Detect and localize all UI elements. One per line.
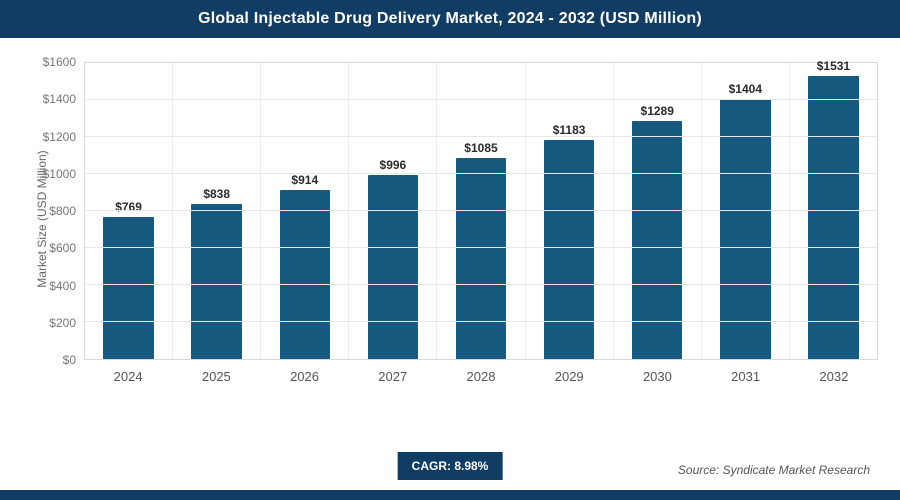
- bar: [720, 99, 771, 359]
- bar: [279, 189, 331, 359]
- bar-column: $1085: [437, 63, 526, 359]
- bottom-accent-strip: [0, 490, 900, 500]
- x-tick-label: 2029: [554, 369, 584, 384]
- bar-column: $838: [173, 63, 262, 359]
- bar-value-label: $838: [203, 186, 231, 201]
- bar: [543, 140, 595, 359]
- bar: [191, 203, 242, 359]
- bar-column: $769: [85, 63, 174, 359]
- bar-column: $1404: [702, 63, 790, 359]
- bar-value-label: $769: [115, 199, 142, 214]
- x-tick-label: 2032: [819, 369, 849, 384]
- y-axis-title: Market Size (USD Million): [10, 62, 49, 384]
- bar: [808, 75, 859, 359]
- y-tick-label: $800: [49, 204, 76, 218]
- bar: [631, 120, 683, 359]
- x-tick-label: 2026: [290, 369, 319, 384]
- cagr-badge: CAGR: 8.98%: [397, 452, 503, 480]
- y-tick-label: $1000: [42, 166, 76, 181]
- gridline: [85, 99, 877, 100]
- gridline: [85, 210, 877, 211]
- x-tick-label: 2027: [378, 369, 408, 384]
- x-tick-label: 2031: [731, 369, 761, 384]
- y-tick-label: $600: [49, 241, 76, 256]
- gridline: [85, 247, 877, 248]
- x-tick-label: 2028: [466, 369, 496, 384]
- chart-title: Global Injectable Drug Delivery Market, …: [198, 10, 702, 27]
- bar-value-label: $1531: [816, 58, 851, 73]
- bar-column: $1289: [614, 63, 702, 359]
- bar-column: $1183: [526, 63, 614, 359]
- bar-column: $914: [261, 63, 350, 359]
- x-tick-label: 2025: [201, 369, 231, 384]
- bar: [367, 174, 419, 359]
- bar-value-label: $1404: [728, 82, 762, 97]
- bar-value-label: $1085: [464, 141, 498, 156]
- bar-value-label: $1183: [552, 123, 586, 138]
- y-tick-label: $1600: [42, 55, 76, 69]
- gridline: [85, 173, 877, 174]
- x-tick-label: 2030: [642, 369, 672, 384]
- bar: [103, 216, 154, 359]
- bars-row: $769 $838 $914 $996 $1085 $1183 $1289 $1404 $153…: [85, 59, 877, 359]
- gridline: [85, 321, 877, 322]
- y-axis-labels: $0 $200 $400 $600 $800 $1000 $1200 $1400 $1600: [36, 55, 84, 367]
- chart-header: Global Injectable Drug Delivery Market, …: [0, 0, 900, 38]
- bar-chart: Market Size (USD Million) $0 $200 $400 $600…: [10, 55, 878, 384]
- plot-column: $769 $838 $914 $996 $1085 $1183 $1289 $1404 $153…: [84, 59, 878, 384]
- bar-value-label: $996: [379, 157, 407, 172]
- x-axis-labels: 2024 2025 2026 2027 2028 2029 2030 2031 2032: [84, 369, 878, 384]
- bar-column: $996: [349, 63, 438, 359]
- y-tick-label: $1400: [42, 92, 76, 107]
- bar-value-label: $1289: [640, 103, 674, 118]
- y-tick-label: $200: [49, 315, 76, 330]
- x-tick-label: 2024: [113, 369, 143, 384]
- bar: [455, 158, 507, 359]
- plot-area: $769 $838 $914 $996 $1085 $1183 $1289 $1404 $153…: [84, 59, 878, 360]
- bar-column: $1531: [790, 59, 877, 359]
- bar-value-label: $914: [291, 172, 319, 187]
- y-tick-label: $400: [49, 278, 76, 293]
- y-tick-label: $1200: [42, 129, 76, 144]
- y-tick-label: $0: [62, 353, 76, 367]
- gridline: [85, 136, 877, 137]
- source-text: Source: Syndicate Market Research: [677, 463, 870, 477]
- gridline: [85, 284, 877, 285]
